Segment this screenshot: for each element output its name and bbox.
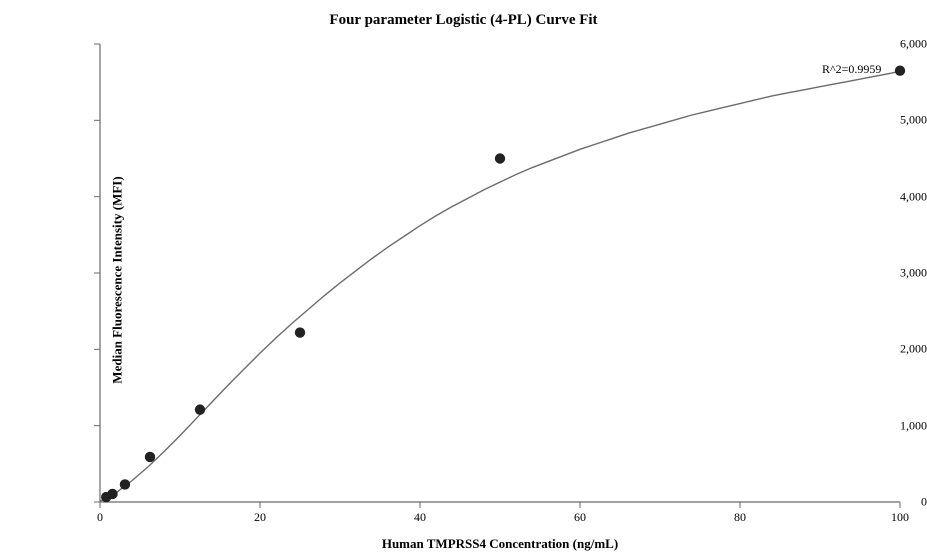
y-tick-label: 6,000 [839,37,927,52]
y-tick-label: 0 [839,495,927,510]
y-tick-label: 4,000 [839,189,927,204]
x-tick-label: 80 [734,510,746,525]
y-tick-label: 5,000 [839,113,927,128]
x-tick-label: 40 [414,510,426,525]
x-tick-label: 0 [97,510,103,525]
chart-container: Four parameter Logistic (4-PL) Curve Fit… [0,0,927,560]
y-tick-label: 2,000 [839,342,927,357]
plot-area [0,0,927,560]
x-axis-label: Human TMPRSS4 Concentration (ng/mL) [100,536,900,552]
r-squared-annotation: R^2=0.9959 [822,62,881,77]
y-axis-label: Median Fluorescence Intensity (MFI) [110,176,126,383]
x-tick-label: 100 [891,510,909,525]
x-tick-label: 20 [254,510,266,525]
chart-title: Four parameter Logistic (4-PL) Curve Fit [0,12,927,29]
x-tick-label: 60 [574,510,586,525]
y-tick-label: 3,000 [839,266,927,281]
y-tick-label: 1,000 [839,418,927,433]
